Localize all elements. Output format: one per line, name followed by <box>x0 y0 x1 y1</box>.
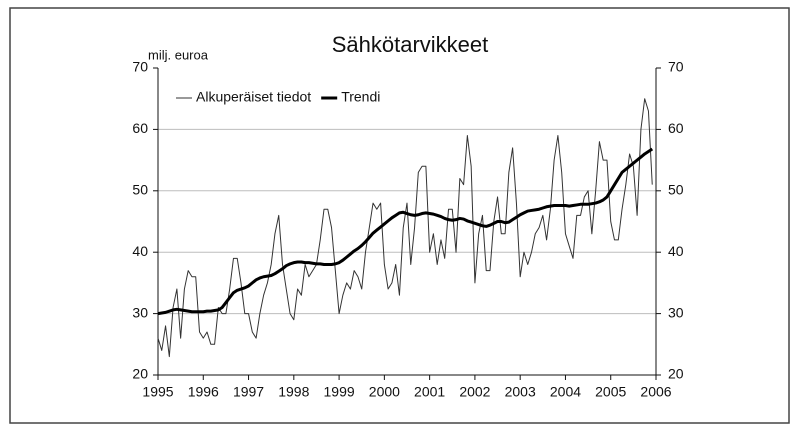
x-tick-label: 2002 <box>459 384 490 400</box>
y-tick-label: 40 <box>132 243 148 259</box>
x-tick-label: 2003 <box>505 384 536 400</box>
legend-label: Alkuperäiset tiedot <box>196 89 311 105</box>
y2-tick-label: 30 <box>668 304 684 320</box>
y-tick-label: 60 <box>132 120 148 136</box>
y2-tick-label: 20 <box>668 366 684 382</box>
x-tick-label: 2005 <box>595 384 626 400</box>
x-tick-label: 1995 <box>142 384 173 400</box>
frame <box>9 7 790 424</box>
y-tick-label: 20 <box>132 366 148 382</box>
x-tick-label: 1998 <box>278 384 309 400</box>
x-tick-label: 1997 <box>233 384 264 400</box>
x-tick-label: 1996 <box>188 384 219 400</box>
y2-tick-label: 40 <box>668 243 684 259</box>
series-line <box>157 98 653 358</box>
chart-title: Sähkötarvikkeet <box>332 32 489 57</box>
series-line <box>157 147 654 316</box>
legend-label: Trendi <box>341 89 380 105</box>
y-axis-label: milj. euroa <box>148 47 209 62</box>
y-tick-label: 70 <box>132 59 148 75</box>
x-tick-label: 2004 <box>550 384 581 400</box>
x-tick-label: 2000 <box>369 384 400 400</box>
x-tick-label: 1999 <box>324 384 355 400</box>
y2-tick-label: 70 <box>668 59 684 75</box>
x-tick-label: 2001 <box>414 384 445 400</box>
x-tick-label: 2006 <box>640 384 671 400</box>
y2-tick-label: 50 <box>668 182 684 198</box>
y-tick-label: 30 <box>132 304 148 320</box>
y2-tick-label: 60 <box>668 120 684 136</box>
y-tick-label: 50 <box>132 182 148 198</box>
